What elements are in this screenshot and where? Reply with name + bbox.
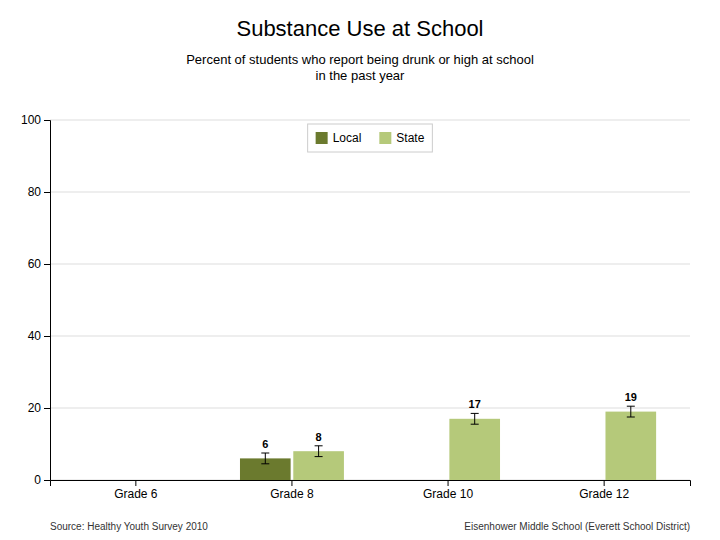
legend-swatch [316, 132, 328, 144]
x-tick-mark [291, 480, 292, 486]
error-cap [471, 413, 479, 414]
legend-label: Local [333, 131, 362, 145]
bar [137, 480, 188, 481]
error-bar [627, 406, 635, 417]
error-stem [265, 453, 266, 464]
x-tick: Grade 10 [423, 480, 473, 501]
error-bar [315, 446, 323, 457]
chart: Substance Use at School Percent of studen… [0, 0, 720, 540]
error-cap [627, 417, 635, 418]
y-tick-mark [44, 480, 50, 481]
error-cap [471, 424, 479, 425]
y-axis: 0 20 40 60 80 100 [21, 113, 51, 487]
bar [396, 480, 447, 481]
data-label: 8 [316, 431, 322, 443]
subtitle: Percent of students who report being dru… [186, 52, 534, 83]
y-axis-line [44, 121, 51, 481]
legend: Local State [308, 124, 433, 152]
error-stem [474, 413, 475, 424]
data-labels: 6 8 17 19 [262, 391, 637, 450]
y-tick-label: 80 [28, 185, 42, 199]
error-cap [315, 456, 323, 457]
series [240, 453, 291, 480]
y-tick-label: 100 [21, 113, 41, 127]
legend-item: State [379, 131, 424, 145]
y-tick: 0 [34, 473, 50, 487]
x-tick: Grade 6 [114, 480, 158, 501]
x-tick-label: Grade 6 [114, 487, 158, 501]
x-tick: Grade 8 [270, 480, 314, 501]
grid-line [50, 408, 690, 409]
x-axis-line [51, 481, 691, 487]
x-tick-label: Grade 10 [423, 487, 473, 501]
y-tick-mark [44, 120, 50, 121]
data-label: 6 [262, 438, 268, 450]
error-cap [627, 406, 635, 407]
legend-items: Local State [316, 131, 425, 145]
y-tick: 100 [21, 113, 50, 127]
series [293, 406, 656, 480]
x-tick-mark [135, 480, 136, 486]
subtitle-line: Percent of students who report being dru… [186, 52, 534, 67]
y-tick-mark [44, 264, 50, 265]
x-tick-label: Grade 12 [579, 487, 629, 501]
y-tick-label: 20 [28, 401, 42, 415]
data-label: 19 [625, 391, 637, 403]
y-tick-label: 40 [28, 329, 42, 343]
error-bar [261, 453, 269, 464]
y-tick-mark [44, 192, 50, 193]
x-tick-mark [604, 480, 605, 486]
bar [84, 480, 135, 481]
x-tick-mark [448, 480, 449, 486]
bar [552, 480, 603, 481]
error-cap [315, 445, 323, 446]
error-cap [261, 463, 269, 464]
marks [240, 406, 656, 480]
x-axis: Grade 6 Grade 8 Grade 10 Grade 12 [51, 480, 691, 501]
error-cap [261, 453, 269, 454]
y-tick: 60 [28, 257, 50, 271]
y-tick-mark [44, 336, 50, 337]
bar [605, 412, 656, 480]
legend-label: State [396, 131, 424, 145]
error-stem [318, 446, 319, 457]
legend-item: Local [316, 131, 362, 145]
y-tick-mark [44, 408, 50, 409]
subtitle-line: in the past year [316, 68, 406, 83]
grid-line [50, 336, 690, 337]
grid-line [50, 120, 690, 121]
y-tick: 20 [28, 401, 50, 415]
legend-swatch [379, 132, 391, 144]
y-tick: 40 [28, 329, 50, 343]
y-tick: 80 [28, 185, 50, 199]
bar [449, 419, 500, 480]
grid [50, 120, 690, 480]
x-tick-label: Grade 8 [270, 487, 314, 501]
error-bar [471, 413, 479, 424]
data-label: 17 [469, 398, 481, 410]
annotation: Eisenhower Middle School (Everett School… [464, 521, 690, 532]
title: Substance Use at School [236, 16, 483, 41]
plot: 020406080100Grade 6Grade 8Grade 10Grade … [21, 113, 691, 500]
grid-line [50, 264, 690, 265]
grid-line [50, 192, 690, 193]
legend-frame [308, 124, 433, 152]
y-tick-label: 60 [28, 257, 42, 271]
x-tick: Grade 12 [579, 480, 629, 501]
error-stem [630, 406, 631, 417]
annotation: Source: Healthy Youth Survey 2010 [50, 521, 208, 532]
y-tick-label: 0 [34, 473, 41, 487]
